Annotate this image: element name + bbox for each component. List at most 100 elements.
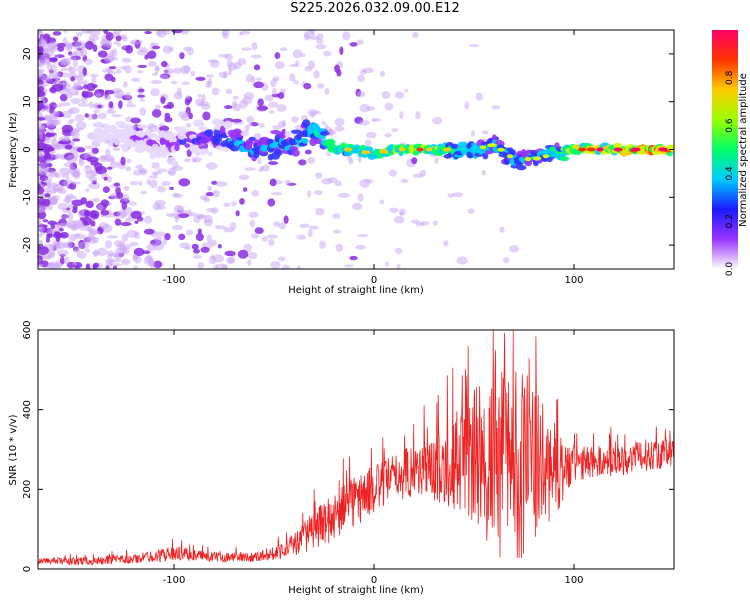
snr-x-ticks: -100 0 100 (163, 330, 584, 586)
noise-blob (122, 246, 128, 255)
noise-blob (104, 240, 113, 249)
noise-blob (315, 172, 323, 179)
noise-blob (151, 161, 160, 170)
spectrogram-ridge-blob (99, 134, 108, 141)
noise-blob (186, 46, 194, 56)
noise-blob (244, 124, 250, 132)
noise-blob (247, 123, 253, 127)
noise-blob (179, 242, 191, 249)
noise-blob (43, 168, 50, 174)
snr-y-ticks: 0 200 400 600 (22, 320, 674, 572)
noise-blob (394, 91, 405, 99)
noise-blob (272, 87, 277, 96)
noise-blob (149, 179, 158, 189)
noise-blob (60, 214, 70, 219)
spectrogram-core-blob (425, 147, 433, 152)
noise-blob (82, 67, 87, 76)
noise-blob (81, 91, 94, 98)
noise-blob (249, 219, 256, 228)
noise-blob (255, 77, 262, 81)
noise-blob (88, 210, 100, 219)
noise-blob (268, 161, 279, 166)
spectrogram-ridge-blob (279, 130, 287, 139)
noise-blob (251, 189, 260, 197)
noise-blob (166, 213, 174, 218)
noise-blob (262, 164, 270, 172)
noise-blob (48, 57, 58, 61)
noise-blob (491, 105, 501, 110)
noise-blob (206, 207, 216, 213)
noise-blob (38, 239, 43, 246)
noise-blob (284, 179, 292, 185)
noise-blob (359, 103, 370, 113)
noise-blob (51, 83, 64, 92)
spectrogram-core-blob (613, 147, 623, 152)
noise-blob (144, 54, 149, 60)
spectrogram-ridge-blob (95, 121, 103, 127)
noise-blob (88, 182, 101, 190)
spectrogram-y-tick-label: -20 (22, 237, 33, 253)
noise-blob (121, 258, 131, 266)
noise-blob (48, 170, 57, 178)
noise-blob (59, 231, 69, 239)
noise-blob (122, 36, 128, 42)
spectrogram-core-blob (542, 154, 550, 159)
noise-blob (217, 243, 222, 249)
noise-blob (266, 234, 278, 239)
noise-blob (106, 250, 115, 256)
noise-blob (70, 76, 75, 82)
noise-blob (133, 247, 145, 257)
noise-blob (38, 208, 45, 214)
spectrogram-x-ticks: -100 0 100 (163, 30, 584, 286)
noise-blob (231, 118, 243, 123)
noise-blob (146, 50, 157, 59)
noise-blob (130, 117, 141, 124)
noise-blob (128, 201, 138, 206)
noise-blob (193, 248, 200, 254)
noise-blob (39, 132, 44, 140)
noise-blob (334, 64, 340, 73)
noise-blob (191, 243, 199, 250)
spectrogram-y-tick-label: -10 (22, 189, 33, 205)
spectrogram-ridge-blob (114, 138, 121, 146)
noise-blob (152, 72, 159, 77)
noise-blob (91, 147, 99, 154)
noise-blob (98, 89, 105, 93)
noise-blob (251, 76, 256, 83)
noise-blob (118, 240, 126, 248)
noise-blob (112, 147, 121, 152)
noise-blob (119, 210, 128, 218)
noise-blob (173, 67, 183, 74)
noise-blob (72, 59, 79, 68)
noise-blob (197, 228, 202, 235)
noise-blob (160, 60, 168, 68)
noise-blob (72, 205, 78, 210)
noise-blob (53, 104, 62, 108)
noise-blob (163, 67, 175, 75)
noise-blob (160, 96, 166, 104)
noise-blob (38, 168, 43, 175)
noise-blob (481, 169, 486, 176)
noise-blob (342, 31, 351, 41)
spectrogram-ridge-blob (174, 144, 180, 152)
noise-blob (447, 193, 455, 198)
snr-x-label: Height of straight line (km) (288, 585, 424, 596)
noise-blob (164, 112, 171, 119)
noise-blob (73, 45, 79, 50)
noise-blob (52, 31, 62, 36)
noise-blob (161, 180, 171, 187)
noise-blob (253, 81, 264, 89)
spectrogram-ridge-blob (484, 150, 494, 155)
noise-blob (38, 162, 46, 170)
noise-blob (381, 91, 391, 99)
noise-blob (307, 190, 312, 198)
noise-blob (73, 248, 81, 254)
noise-blob (258, 123, 266, 128)
noise-blob (66, 240, 73, 249)
spectrogram-ridge-blob (291, 149, 300, 157)
noise-blob (253, 133, 262, 140)
noise-blob (75, 121, 87, 130)
noise-blob (299, 223, 310, 229)
noise-blob (261, 236, 268, 242)
